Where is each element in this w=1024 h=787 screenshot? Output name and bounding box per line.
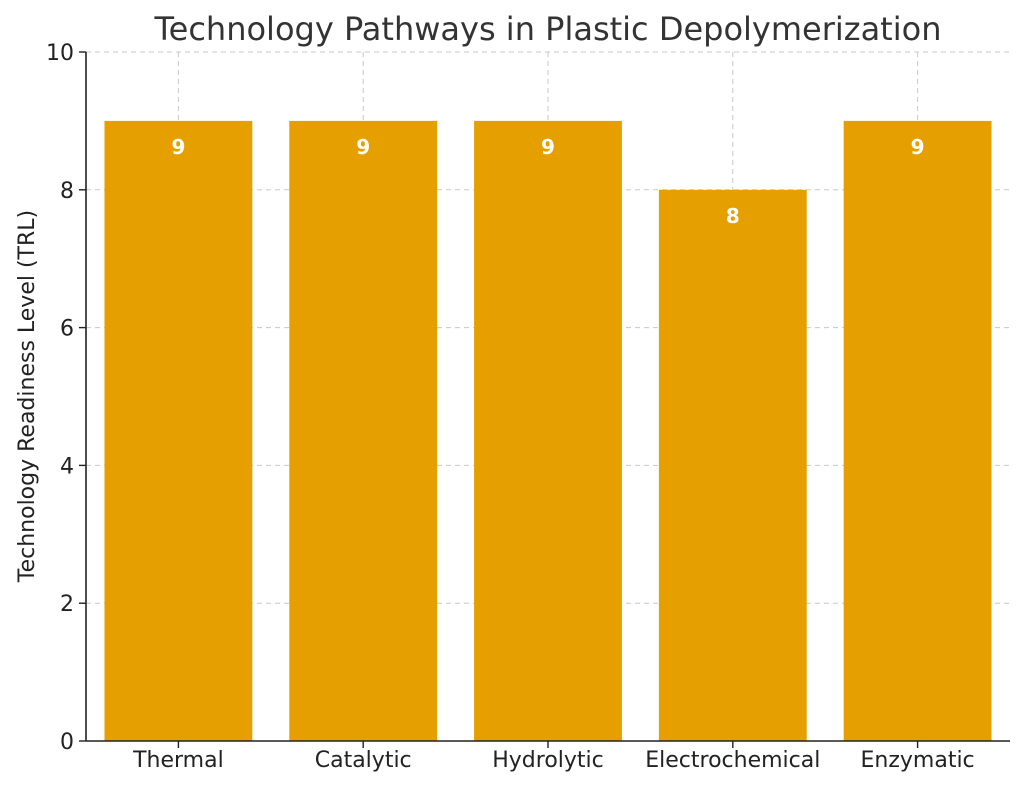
bar-value-label: 9 (541, 135, 555, 159)
y-tick-label: 10 (46, 41, 74, 66)
bar-thermal (104, 121, 252, 741)
x-tick-label: Thermal (132, 748, 224, 773)
x-tick-label: Enzymatic (861, 748, 975, 773)
bar-value-label: 8 (726, 204, 740, 228)
y-tick-label: 2 (60, 592, 74, 617)
bar-enzymatic (844, 121, 992, 741)
bar-value-label: 9 (171, 135, 185, 159)
bar-chart: Technology Pathways in Plastic Depolymer… (0, 0, 1024, 787)
bar-value-label: 9 (356, 135, 370, 159)
y-axis-label: Technology Readiness Level (TRL) (15, 210, 40, 583)
x-tick-label: Hydrolytic (492, 748, 604, 773)
bar-hydrolytic (474, 121, 622, 741)
chart-title: Technology Pathways in Plastic Depolymer… (154, 10, 942, 48)
y-tick-label: 0 (60, 730, 74, 755)
bar-catalytic (289, 121, 437, 741)
y-tick-label: 4 (60, 454, 74, 479)
x-tick-label: Electrochemical (645, 748, 820, 773)
bar-value-label: 9 (911, 135, 925, 159)
x-tick-label: Catalytic (315, 748, 412, 773)
bars: 9 9 9 8 9 (104, 121, 991, 741)
y-tick-label: 8 (60, 179, 74, 204)
y-tick-label: 6 (60, 317, 74, 342)
bar-electrochemical (659, 190, 807, 741)
